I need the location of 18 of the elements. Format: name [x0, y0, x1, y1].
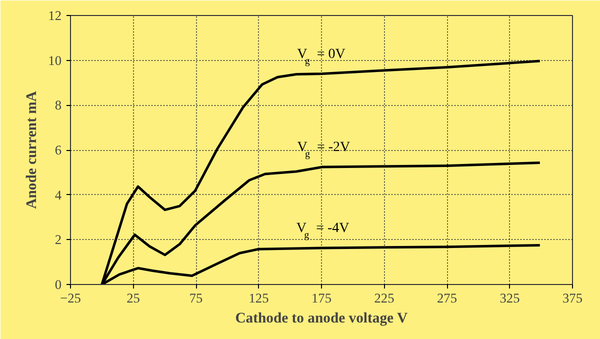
- x-tick-label: −25: [60, 290, 82, 306]
- x-tick-label: 25: [126, 290, 140, 306]
- x-tick-label: 175: [312, 290, 332, 306]
- y-tick-label: 4: [54, 187, 62, 202]
- x-tick-label: 125: [248, 290, 270, 306]
- x-tick-label: 375: [562, 290, 583, 306]
- y-tick-label: 10: [48, 52, 62, 68]
- y-axis-title: Anode current mA: [24, 90, 40, 209]
- x-tick-label: 275: [437, 290, 458, 306]
- y-tick-label: 8: [54, 98, 62, 113]
- y-tick-label: 12: [48, 8, 62, 23]
- x-tick-label: 75: [189, 290, 203, 306]
- y-tick-label: 0: [54, 277, 62, 292]
- x-tick-label: 325: [500, 290, 520, 306]
- y-tick-label: 6: [54, 142, 62, 158]
- y-tick-label: 2: [54, 232, 62, 248]
- x-tick-label: 225: [374, 290, 395, 306]
- x-axis-title: Cathode to anode voltage V: [235, 310, 408, 326]
